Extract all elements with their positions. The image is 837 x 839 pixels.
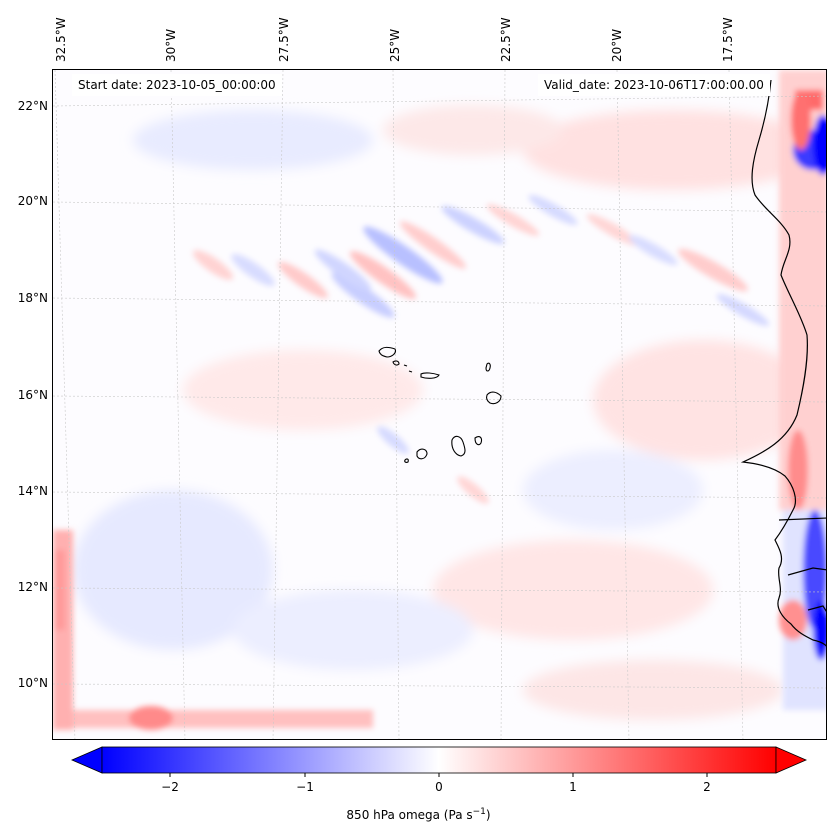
lat-label: 12°N: [17, 580, 48, 594]
colorbar-label-superscript: −1: [472, 807, 486, 817]
lat-label: 20°N: [17, 194, 48, 208]
valid-date-label: Valid_date: 2023-10-06T17:00:00.00: [538, 74, 770, 96]
edge-features: [53, 70, 826, 730]
colorbar-max-extend: [775, 746, 808, 774]
lon-label: 32.5°W: [54, 17, 68, 62]
lat-label: 22°N: [17, 99, 48, 113]
map-panel[interactable]: [52, 69, 827, 740]
omega-field-map: [53, 70, 826, 739]
colorbar-tick-label: 2: [703, 780, 711, 794]
lon-label: 25°W: [388, 28, 402, 62]
colorbar-tick-label: 0: [435, 780, 443, 794]
lon-label: 20°W: [610, 28, 624, 62]
start-date-label: Start date: 2023-10-05_00:00:00: [72, 74, 282, 96]
lat-label: 10°N: [17, 676, 48, 690]
colorbar: [70, 746, 808, 777]
colorbar-min-extend: [70, 746, 103, 774]
lon-label: 27.5°W: [277, 17, 291, 62]
lat-label: 14°N: [17, 484, 48, 498]
colorbar-tick-label: 1: [569, 780, 577, 794]
lon-label: 17.5°W: [721, 17, 735, 62]
lat-label: 18°N: [17, 291, 48, 305]
colorbar-label-text: 850 hPa omega (Pa s: [346, 808, 473, 822]
colorbar-ticks: [169, 773, 708, 777]
wave-bands: [192, 195, 770, 504]
colorbar-gradient: [101, 746, 777, 774]
colorbar-tick-label: −2: [161, 780, 179, 794]
colorbar-label-close: ): [485, 808, 491, 822]
lat-label: 16°N: [17, 388, 48, 402]
colorbar-tick-label: −1: [296, 780, 314, 794]
lon-label: 30°W: [164, 28, 178, 62]
colorbar-label: 850 hPa omega (Pa s−1): [0, 807, 837, 822]
cape-verde-islands: [378, 346, 502, 463]
background-anomalies: [73, 105, 823, 720]
lon-label: 22.5°W: [499, 17, 513, 62]
coastline: [740, 79, 826, 647]
graticule: [53, 70, 826, 739]
